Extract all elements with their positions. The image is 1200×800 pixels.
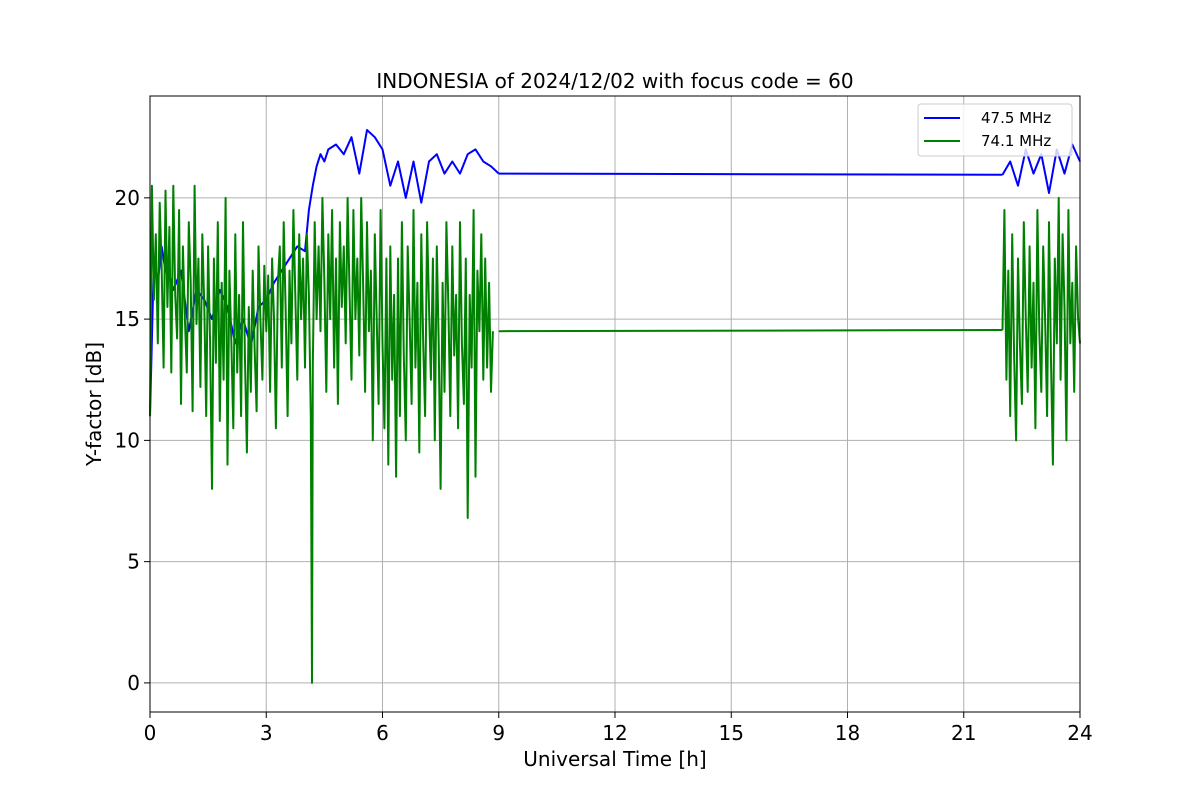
series-line-74-1-mhz (1001, 196, 1081, 466)
x-tick-label: 9 (492, 721, 505, 745)
x-tick-label: 21 (951, 721, 976, 745)
y-tick-label: 5 (127, 550, 140, 574)
y-tick-label: 20 (115, 186, 140, 210)
series-line-47-5-mhz (498, 172, 1003, 176)
legend-label-74-1-mhz: 74.1 MHz (981, 132, 1051, 150)
series-line-74-1-mhz (149, 184, 494, 684)
ticks: 0 3 6 9 12 15 18 21 24 0 5 10 15 20 (115, 186, 1093, 745)
y-tick-label: 15 (115, 307, 140, 331)
chart-title: INDONESIA of 2024/12/02 with focus code … (376, 69, 853, 93)
x-tick-label: 24 (1067, 721, 1092, 745)
series-line-74-1-mhz (498, 329, 1003, 333)
x-tick-label: 6 (376, 721, 389, 745)
x-tick-label: 3 (260, 721, 273, 745)
x-tick-label: 15 (719, 721, 744, 745)
plot-area (149, 129, 1081, 684)
legend-label-47-5-mhz: 47.5 MHz (981, 109, 1051, 127)
x-tick-label: 18 (835, 721, 860, 745)
x-axis-label: Universal Time [h] (523, 747, 706, 771)
y-tick-label: 0 (127, 671, 140, 695)
y-axis-label: Y-factor [dB] (82, 342, 106, 467)
legend: 47.5 MHz 74.1 MHz (917, 103, 1073, 157)
y-tick-label: 10 (115, 428, 140, 452)
x-tick-label: 12 (602, 721, 627, 745)
x-tick-label: 0 (144, 721, 157, 745)
